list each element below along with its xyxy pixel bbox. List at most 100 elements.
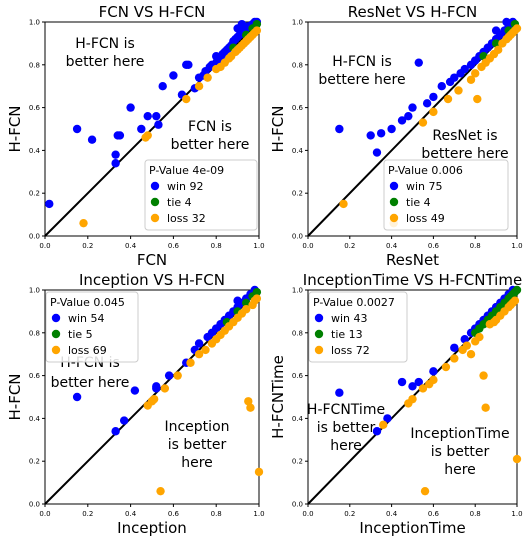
point-win xyxy=(450,343,459,352)
point-win xyxy=(429,92,438,102)
point-loss xyxy=(182,94,191,104)
point-win xyxy=(111,150,120,159)
point-loss xyxy=(466,350,476,359)
y-tick-label: 0.6 xyxy=(29,372,41,380)
point-win xyxy=(126,103,135,112)
legend-entry-loss: loss 32 xyxy=(167,212,206,225)
x-tick-label: 0.2 xyxy=(344,510,355,518)
y-tick-label: 0.6 xyxy=(29,104,41,112)
legend-box xyxy=(45,291,139,363)
point-loss xyxy=(462,341,472,350)
point-win xyxy=(460,64,469,74)
x-tick-label: 0.4 xyxy=(386,242,398,250)
pvalue-label: P-Value 4e-09 xyxy=(149,164,224,177)
chart-resnet-vs-hfcn: ResNet VS H-FCN ResNet H-FCN 0.0 0.2 0.4… xyxy=(269,3,523,269)
point-tie xyxy=(491,39,501,48)
point-win xyxy=(335,388,344,397)
point-win xyxy=(72,124,82,134)
x-tick-label: 0.4 xyxy=(386,510,398,518)
legend-entry-loss: loss 69 xyxy=(68,344,107,357)
y-tick-label: 0.2 xyxy=(292,458,303,466)
legend-entry-loss: loss 49 xyxy=(406,212,445,225)
x-tick-label: 0.6 xyxy=(168,510,180,518)
point-win xyxy=(414,58,423,67)
point-win xyxy=(169,71,178,80)
point-loss xyxy=(173,371,182,380)
point-win xyxy=(130,386,140,395)
legend-marker-loss xyxy=(51,345,61,355)
y-tick-label: 0.2 xyxy=(29,458,40,466)
point-loss xyxy=(473,94,482,104)
legend-marker-tie xyxy=(314,329,324,339)
legend-entry-tie: tie 4 xyxy=(406,196,431,209)
point-loss xyxy=(143,401,152,410)
pvalue-label: P-Value 0.045 xyxy=(50,296,125,309)
point-loss xyxy=(201,345,210,355)
point-win xyxy=(408,382,417,391)
x-axis-label: Inception xyxy=(117,519,187,537)
x-tick-label: 1.0 xyxy=(511,510,522,518)
annotation-lower: ResNet is xyxy=(432,128,497,144)
x-tick-label: 0.4 xyxy=(125,510,137,518)
point-loss xyxy=(441,362,451,372)
point-win xyxy=(111,427,120,436)
annotation-upper: bettere here xyxy=(318,72,405,88)
point-loss xyxy=(512,24,522,33)
y-tick-label: 0.2 xyxy=(292,190,303,198)
point-win xyxy=(119,416,129,425)
x-tick-label: 0.8 xyxy=(211,242,222,250)
legend-entry-tie: tie 4 xyxy=(167,196,192,209)
point-win xyxy=(152,382,161,391)
point-win xyxy=(414,377,423,387)
x-tick-label: 0.6 xyxy=(428,510,440,518)
y-tick-label: 0.4 xyxy=(29,415,41,423)
point-win xyxy=(491,26,501,35)
y-tick-label: 0.2 xyxy=(29,190,40,198)
annotation-upper: better here xyxy=(66,54,145,70)
chart-title: ResNet VS H-FCN xyxy=(348,3,477,21)
point-win xyxy=(397,116,407,125)
point-loss xyxy=(194,82,204,91)
chart-title: FCN VS H-FCN xyxy=(99,3,206,21)
annotation-lower: here xyxy=(181,455,213,471)
point-win xyxy=(422,99,432,108)
x-tick-label: 0.0 xyxy=(302,242,313,250)
x-tick-label: 0.6 xyxy=(168,242,180,250)
point-loss xyxy=(156,486,165,496)
y-tick-label: 1.0 xyxy=(29,287,40,295)
y-tick-label: 0.6 xyxy=(292,372,304,380)
legend-entry-tie: tie 13 xyxy=(331,328,363,341)
annotation-lower: is better xyxy=(431,444,490,460)
point-loss xyxy=(254,467,264,477)
point-win xyxy=(184,60,193,69)
legend-entry-win: win 92 xyxy=(167,180,204,193)
point-loss xyxy=(241,305,251,314)
point-loss xyxy=(454,86,463,95)
point-win xyxy=(137,124,146,134)
point-loss xyxy=(479,371,488,380)
point-loss xyxy=(194,350,204,359)
point-win xyxy=(164,371,174,380)
point-loss xyxy=(79,218,88,228)
point-loss xyxy=(493,45,503,55)
y-axis-label: H-FCN xyxy=(269,105,287,152)
y-tick-label: 0.0 xyxy=(292,233,303,241)
point-win xyxy=(437,82,446,91)
point-win xyxy=(154,120,163,129)
legend-entry-loss: loss 72 xyxy=(331,344,370,357)
annotation-lower: bettere here xyxy=(421,146,508,162)
point-loss xyxy=(475,332,484,342)
chart-title: Inception VS H-FCN xyxy=(79,271,225,289)
x-tick-label: 0.0 xyxy=(39,510,50,518)
x-tick-label: 0.0 xyxy=(39,242,50,250)
annotation-lower: here xyxy=(444,462,476,478)
point-win xyxy=(233,296,242,305)
y-tick-label: 0.8 xyxy=(29,61,40,69)
point-win xyxy=(383,414,392,423)
point-loss xyxy=(252,26,262,35)
x-axis-label: ResNet xyxy=(386,251,439,269)
point-loss xyxy=(418,118,428,127)
scatter-points xyxy=(45,17,262,228)
x-axis-label: FCN xyxy=(137,251,167,269)
y-tick-label: 1.0 xyxy=(29,19,40,27)
